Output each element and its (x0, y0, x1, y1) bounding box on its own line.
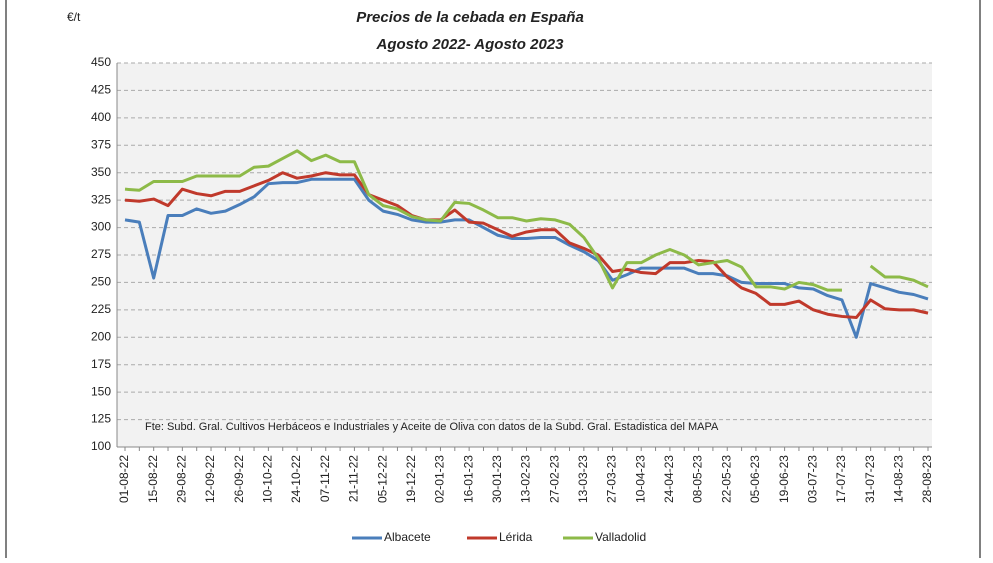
y-tick-label: 150 (91, 384, 111, 398)
legend-label: Valladolid (595, 530, 646, 544)
x-tick-label: 14-08-23 (891, 455, 905, 503)
annotation: Fte: Subd. Gral. Cultivos Herbáceos e In… (145, 421, 719, 433)
x-tick-label: 12-09-22 (203, 455, 217, 503)
x-tick-label: 26-09-22 (232, 455, 246, 503)
x-tick-label: 22-05-23 (719, 455, 733, 503)
y-tick-label: 275 (91, 247, 111, 261)
x-tick-label: 16-01-23 (461, 455, 475, 503)
x-tick-label: 28-08-23 (920, 455, 934, 503)
chart-title: Precios de la cebada en España (356, 9, 584, 26)
x-tick-label: 10-10-22 (261, 455, 275, 503)
x-tick-label: 10-04-23 (633, 455, 647, 503)
x-tick-label: 05-06-23 (748, 455, 762, 503)
x-tick-label: 19-12-22 (404, 455, 418, 503)
chart-subtitle: Agosto 2022- Agosto 2023 (376, 36, 565, 53)
series-line (124, 171, 929, 320)
x-tick-label: 17-07-23 (834, 455, 848, 503)
y-tick-label: 175 (91, 357, 111, 371)
y-tick-label: 325 (91, 192, 111, 206)
y-tick-label: 100 (91, 439, 111, 453)
x-tick-label: 15-08-22 (146, 455, 160, 503)
series-line (124, 177, 929, 339)
x-tick-label: 08-05-23 (691, 455, 705, 503)
x-tick-label: 01-08-22 (117, 455, 131, 503)
y-tick-label: 350 (91, 165, 111, 179)
y-tick-label: 450 (91, 55, 111, 69)
x-tick-label: 21-11-22 (347, 455, 361, 502)
x-tick-label: 19-06-23 (777, 455, 791, 503)
y-tick-label: 250 (91, 275, 111, 289)
x-tick-label: 24-10-22 (289, 455, 303, 503)
legend-label: Lérida (499, 530, 533, 544)
series-line (124, 149, 929, 292)
y-axis-label: €/t (67, 10, 81, 24)
y-tick-label: 125 (91, 412, 111, 426)
x-tick-label: 29-08-22 (175, 455, 189, 503)
x-tick-label: 13-02-23 (519, 455, 533, 503)
y-tick-label: 200 (91, 329, 111, 343)
x-tick-label: 27-03-23 (605, 455, 619, 503)
x-tick-label: 05-12-22 (375, 455, 389, 503)
x-tick-label: 27-02-23 (547, 455, 561, 503)
x-tick-label: 24-04-23 (662, 455, 676, 503)
x-tick-label: 07-11-22 (318, 455, 332, 502)
x-tick-label: 13-03-23 (576, 455, 590, 503)
x-tick-label: 03-07-23 (805, 455, 819, 503)
x-tick-label: 31-07-23 (863, 455, 877, 503)
legend-label: Albacete (384, 530, 431, 544)
x-tick-label: 30-01-23 (490, 455, 504, 503)
y-tick-label: 375 (91, 137, 111, 151)
y-tick-label: 300 (91, 220, 111, 234)
y-tick-label: 425 (91, 83, 111, 97)
x-tick-label: 02-01-23 (433, 455, 447, 503)
y-tick-label: 400 (91, 110, 111, 124)
y-tick-label: 225 (91, 302, 111, 316)
